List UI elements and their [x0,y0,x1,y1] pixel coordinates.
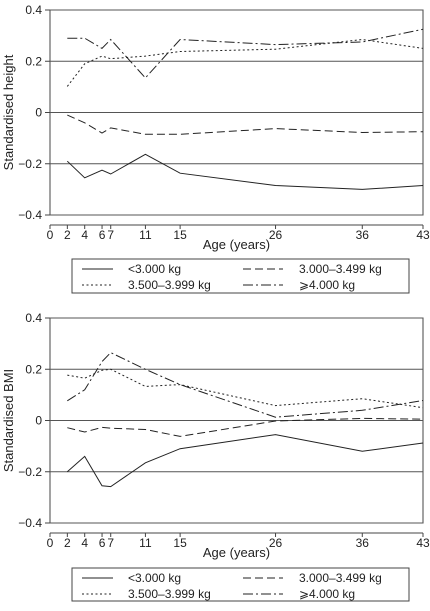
legend-box [71,567,410,602]
height-legend: <3.000 kg 3.000–3.499 kg 3.500–3.999 kg ⩾4.… [71,258,410,294]
y-tick-label: 0.4 [25,311,42,325]
x-tick-label: 26 [269,228,283,242]
series-line-gte-4000 [67,351,424,418]
legend-label-3000-3499: 3.000–3.499 kg [299,262,382,276]
y-tick-label: 0.2 [25,362,42,376]
y-tick-label: 0 [35,106,42,120]
series-line-3500-3999 [67,368,424,409]
legend-label-lt-3000: <3.000 kg [128,571,181,585]
x-tick-label: 43 [416,228,430,242]
x-tick-label: 2 [64,536,71,550]
x-tick-label: 7 [107,536,114,550]
y-axis-label: Standardised height [1,54,16,170]
x-tick-label: 2 [64,228,71,242]
x-tick-label: 0 [47,536,54,550]
x-tick-label: 11 [139,228,152,242]
x-tick-label: 43 [416,536,430,550]
y-tick-label: −0.4 [18,208,42,222]
x-tick-label: 11 [139,536,152,550]
y-tick-label: −0.2 [18,465,42,479]
x-tick-label: 15 [173,228,187,242]
legend-label-3500-3999: 3.500–3.999 kg [128,587,211,601]
legend-label-lt-3000: <3.000 kg [128,262,181,276]
x-tick-label: 4 [81,228,88,242]
x-tick-label: 36 [356,536,370,550]
series-line-3000-3499 [67,417,424,437]
x-tick-label: 7 [107,228,114,242]
bmi-legend: <3.000 kg 3.000–3.499 kg 3.500–3.999 kg ⩾4.… [71,567,410,602]
series-line-3000-3499 [67,114,424,135]
x-tick-label: 6 [99,536,106,550]
series-line-lt-3000 [66,434,424,488]
x-tick-label: 15 [173,536,187,550]
y-tick-label: −0.4 [18,516,42,530]
x-axis-label: Age (years) [203,237,270,252]
y-tick-label: −0.2 [18,157,42,171]
x-tick-label: 0 [47,228,54,242]
y-tick-label: 0.4 [25,3,42,17]
x-axis-label: Age (years) [203,545,270,560]
legend-label-gte-4000: ⩾4.000 kg [299,278,355,292]
legend-box [71,258,410,294]
y-tick-label: 0.2 [25,54,42,68]
legend-label-3500-3999: 3.500–3.999 kg [128,278,211,292]
x-tick-label: 4 [81,536,88,550]
legend-label-3000-3499: 3.000–3.499 kg [299,571,382,585]
y-axis-label: Standardised BMI [1,369,16,472]
series-line-3500-3999 [66,38,424,87]
y-tick-label: 0 [35,414,42,428]
series-line-lt-3000 [66,153,424,190]
series-line-gte-4000 [67,28,424,79]
legend-label-gte-4000: ⩾4.000 kg [299,587,355,601]
x-tick-label: 6 [99,228,106,242]
x-tick-label: 26 [269,536,283,550]
x-tick-label: 36 [356,228,370,242]
